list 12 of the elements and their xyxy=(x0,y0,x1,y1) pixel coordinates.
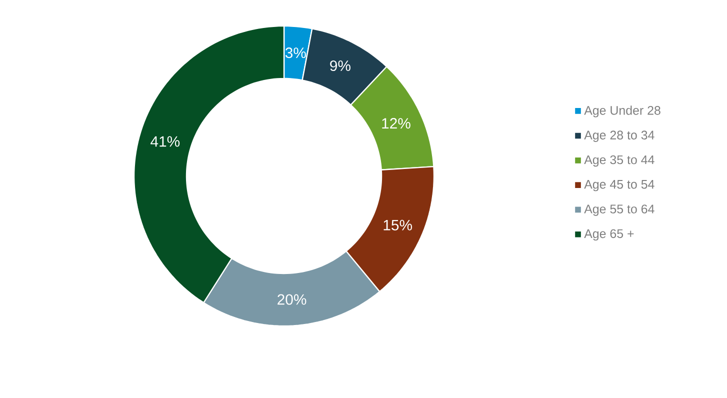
data-label: 3% xyxy=(285,48,306,58)
legend-label: Age Under 28 xyxy=(584,106,660,118)
legend-label: Age 65 + xyxy=(584,229,634,241)
data-label: 15% xyxy=(384,220,412,230)
legend-label: Age 45 to 54 xyxy=(584,180,654,192)
data-label: 9% xyxy=(330,60,350,72)
legend-label: Age 28 to 34 xyxy=(584,130,654,142)
data-label: 20% xyxy=(278,294,306,305)
data-label: 12% xyxy=(382,118,410,129)
data-label: 41% xyxy=(150,136,180,147)
legend-label: Age 35 to 44 xyxy=(584,155,654,167)
legend-label: Age 55 to 64 xyxy=(584,204,654,216)
